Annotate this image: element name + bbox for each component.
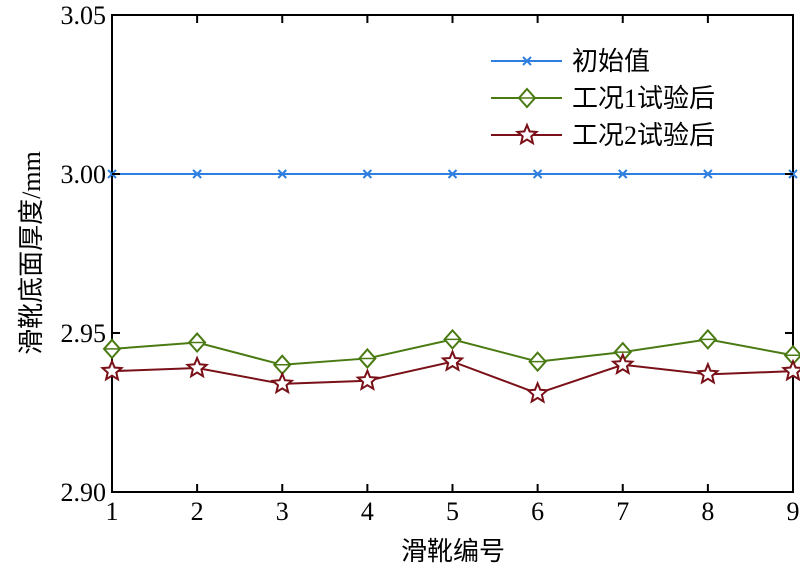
legend-label: 工况2试验后 (572, 121, 715, 150)
y-axis-ticks: 2.90 2.95 3.00 3.05 (61, 1, 793, 507)
legend-item: 初始值 (491, 47, 650, 76)
y-axis-title: 滑靴底面厚度/mm (17, 151, 46, 355)
star-marker-icon (610, 352, 635, 376)
x-tick-label: 4 (361, 497, 374, 526)
legend-label: 工况1试验后 (572, 84, 715, 113)
y-tick-label: 3.00 (61, 160, 107, 189)
star-marker-icon (270, 371, 295, 395)
series-2 (102, 328, 800, 376)
x-marker-icon (522, 56, 532, 66)
x-axis-title: 滑靴编号 (401, 537, 505, 566)
series-1 (107, 169, 798, 179)
star-marker-icon (185, 355, 210, 379)
legend-item: 工况1试验后 (491, 84, 715, 113)
x-tick-label: 1 (106, 497, 119, 526)
star-marker-icon (515, 122, 539, 146)
x-marker-icon (618, 169, 628, 179)
star-marker-icon (781, 358, 800, 382)
x-marker-icon (277, 169, 287, 179)
x-tick-label: 7 (616, 497, 629, 526)
x-tick-label: 9 (787, 497, 800, 526)
x-marker-icon (362, 169, 373, 179)
x-marker-icon (532, 169, 543, 179)
x-tick-label: 5 (446, 497, 459, 526)
series-3 (100, 348, 800, 404)
y-tick-label: 2.95 (61, 319, 107, 348)
star-marker-icon (100, 358, 124, 382)
x-tick-label: 2 (191, 497, 204, 526)
y-tick-label: 3.05 (61, 1, 107, 30)
star-marker-icon (695, 361, 720, 385)
x-tick-label: 6 (531, 497, 544, 526)
star-marker-icon (525, 380, 550, 404)
legend-label: 初始值 (572, 47, 650, 76)
x-marker-icon (192, 169, 202, 179)
legend-item: 工况2试验后 (491, 121, 715, 150)
x-tick-label: 3 (276, 497, 289, 526)
x-axis-ticks: 1 2 3 4 5 6 7 8 9 (106, 15, 800, 526)
y-tick-label: 2.90 (61, 478, 107, 507)
star-marker-icon (355, 368, 380, 391)
x-tick-label: 8 (701, 497, 714, 526)
x-marker-icon (447, 169, 458, 179)
star-marker-icon (440, 348, 465, 372)
x-marker-icon (703, 169, 713, 179)
